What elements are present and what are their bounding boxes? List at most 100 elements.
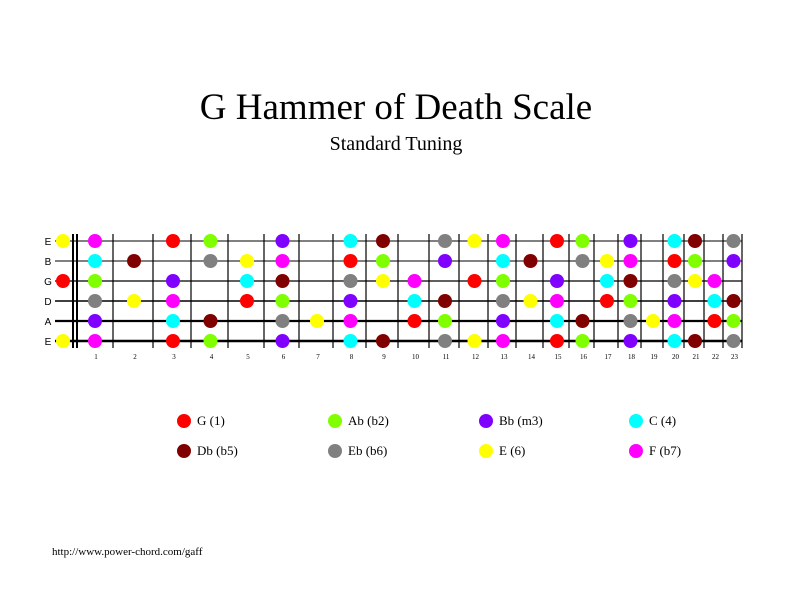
- note-dot-g: [550, 334, 564, 348]
- fret-number: 10: [412, 353, 420, 361]
- legend-swatch: [177, 444, 191, 458]
- note-dot-db: [275, 274, 290, 288]
- legend-label: Eb (b6): [348, 443, 388, 458]
- note-dot-db: [203, 314, 218, 328]
- note-dot-c: [707, 294, 722, 308]
- note-dot-f: [667, 314, 682, 328]
- note-dot-e: [310, 314, 324, 328]
- page-title: G Hammer of Death Scale: [199, 87, 593, 128]
- note-dot-c: [343, 234, 358, 248]
- legend-label: Db (b5): [197, 443, 238, 458]
- note-dot-eb: [726, 334, 741, 348]
- legend-swatch: [479, 444, 493, 458]
- note-dot-db: [688, 334, 702, 348]
- note-dot-ab: [88, 274, 102, 288]
- note-dot-db: [438, 294, 452, 308]
- note-dot-db: [376, 234, 390, 248]
- note-dot-ab: [688, 254, 702, 268]
- note-dot-c: [667, 234, 682, 248]
- note-dot-e: [467, 234, 482, 248]
- note-dot-eb: [496, 294, 510, 308]
- legend-swatch: [177, 414, 191, 428]
- note-dot-db: [623, 274, 638, 288]
- fret-number: 15: [555, 353, 563, 361]
- note-dot-bb: [726, 254, 741, 268]
- note-dot-bb: [623, 234, 638, 248]
- note-dot-db: [376, 334, 390, 348]
- fret-number: 21: [693, 353, 701, 361]
- note-dot-f: [550, 294, 564, 308]
- note-dot-f: [88, 334, 102, 348]
- string-label: A: [45, 317, 52, 328]
- note-dot-db: [127, 254, 141, 268]
- fret-number: 3: [172, 353, 176, 361]
- legend-label: Bb (m3): [499, 413, 543, 428]
- legend-swatch: [479, 414, 493, 428]
- note-dot-c: [166, 314, 180, 328]
- note-dot-c: [343, 334, 358, 348]
- fret-number: 7: [316, 353, 320, 361]
- note-dot-eb: [575, 254, 590, 268]
- note-dot-bb: [343, 294, 358, 308]
- note-dot-c: [407, 294, 422, 308]
- note-dot-f: [88, 234, 102, 248]
- note-dot-e: [523, 294, 538, 308]
- note-dot-ab: [438, 314, 452, 328]
- fret-number: 22: [712, 353, 720, 361]
- fret-number: 5: [246, 353, 250, 361]
- legend-label: C (4): [649, 413, 677, 428]
- legend-label: F (b7): [649, 443, 682, 458]
- string-label: E: [45, 237, 52, 248]
- page-subtitle: Standard Tuning: [329, 133, 463, 155]
- note-dot-eb: [726, 234, 741, 248]
- note-dot-e: [467, 334, 482, 348]
- fret-number: 13: [501, 353, 509, 361]
- note-dot-bb: [667, 294, 682, 308]
- note-dot-e: [688, 274, 702, 288]
- note-dot-eb: [343, 274, 358, 288]
- fret-number: 2: [133, 353, 137, 361]
- note-dot-e: [56, 334, 70, 348]
- note-dot-ab: [275, 294, 290, 308]
- note-dot-eb: [438, 234, 452, 248]
- fret-number: 16: [580, 353, 588, 361]
- note-dot-ab: [623, 294, 638, 308]
- note-dot-db: [523, 254, 538, 268]
- note-dot-g: [343, 254, 358, 268]
- fret-number: 11: [443, 353, 450, 361]
- note-dot-f: [407, 274, 422, 288]
- legend-swatch: [328, 414, 342, 428]
- note-dot-g: [600, 294, 614, 308]
- note-dot-ab: [496, 274, 510, 288]
- fret-number: 8: [350, 353, 354, 361]
- note-dot-g: [166, 334, 180, 348]
- note-dot-bb: [438, 254, 452, 268]
- note-dot-f: [623, 254, 638, 268]
- note-dot-eb: [667, 274, 682, 288]
- note-dot-f: [275, 254, 290, 268]
- note-dot-bb: [166, 274, 180, 288]
- legend-swatch: [629, 414, 643, 428]
- fret-number: 12: [472, 353, 480, 361]
- note-dot-eb: [623, 314, 638, 328]
- note-dot-bb: [275, 334, 290, 348]
- fret-number: 18: [628, 353, 636, 361]
- note-dot-db: [575, 314, 590, 328]
- note-dot-bb: [88, 314, 102, 328]
- note-dot-e: [646, 314, 660, 328]
- string-label: B: [45, 257, 52, 268]
- legend-swatch: [629, 444, 643, 458]
- note-dot-e: [376, 274, 390, 288]
- note-dot-e: [127, 294, 141, 308]
- note-dot-c: [240, 274, 254, 288]
- legend-label: Ab (b2): [348, 413, 389, 428]
- note-dot-e: [600, 254, 614, 268]
- note-dot-eb: [438, 334, 452, 348]
- note-dot-c: [550, 314, 564, 328]
- note-dot-ab: [726, 314, 741, 328]
- fret-number: 20: [672, 353, 680, 361]
- note-dot-f: [707, 274, 722, 288]
- legend-label: G (1): [197, 413, 225, 428]
- fret-number: 1: [94, 353, 98, 361]
- note-dot-c: [496, 254, 510, 268]
